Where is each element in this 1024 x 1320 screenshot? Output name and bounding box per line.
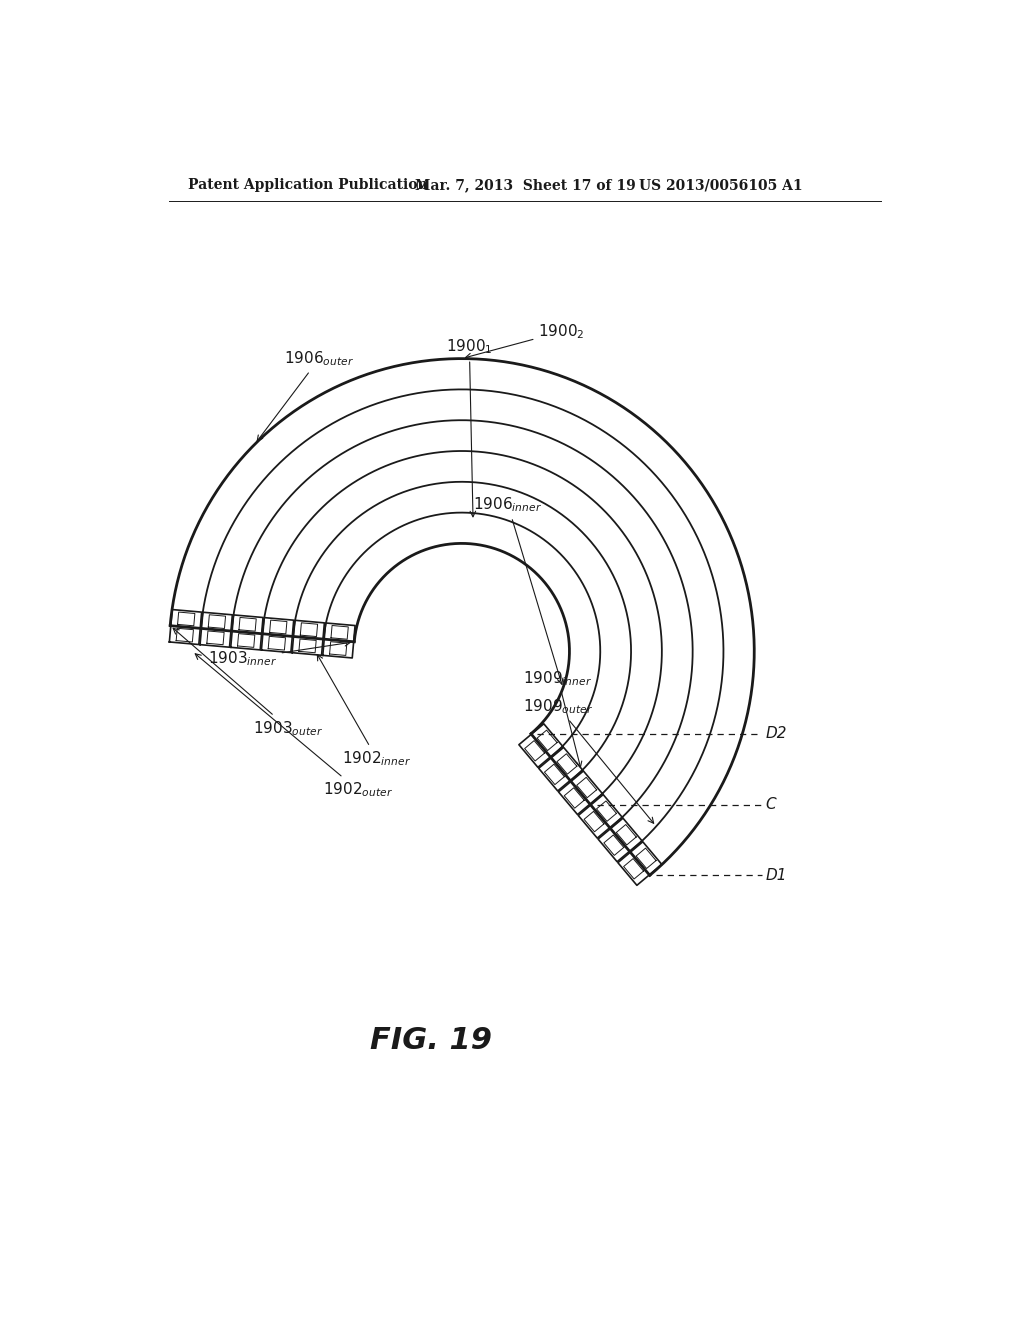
Text: $1900_1$: $1900_1$: [446, 338, 493, 516]
Text: $1900_2$: $1900_2$: [466, 322, 585, 359]
Text: Patent Application Publication: Patent Application Publication: [188, 178, 428, 193]
Text: $1902_{outer}$: $1902_{outer}$: [196, 653, 392, 799]
Text: $1906_{outer}$: $1906_{outer}$: [257, 350, 354, 441]
Text: Mar. 7, 2013  Sheet 17 of 19: Mar. 7, 2013 Sheet 17 of 19: [416, 178, 636, 193]
Text: C: C: [766, 797, 776, 812]
Text: $1902_{inner}$: $1902_{inner}$: [317, 655, 412, 768]
Text: $1909_{outer}$: $1909_{outer}$: [523, 697, 653, 824]
Text: D1: D1: [766, 867, 787, 883]
Text: $1903_{outer}$: $1903_{outer}$: [173, 628, 324, 738]
Text: US 2013/0056105 A1: US 2013/0056105 A1: [639, 178, 803, 193]
Text: $1909_{inner}$: $1909_{inner}$: [523, 669, 593, 767]
Text: $1903_{inner}$: $1903_{inner}$: [208, 640, 350, 668]
Text: $1906_{inner}$: $1906_{inner}$: [473, 495, 563, 684]
Text: D2: D2: [766, 726, 787, 742]
Text: FIG. 19: FIG. 19: [370, 1026, 492, 1055]
